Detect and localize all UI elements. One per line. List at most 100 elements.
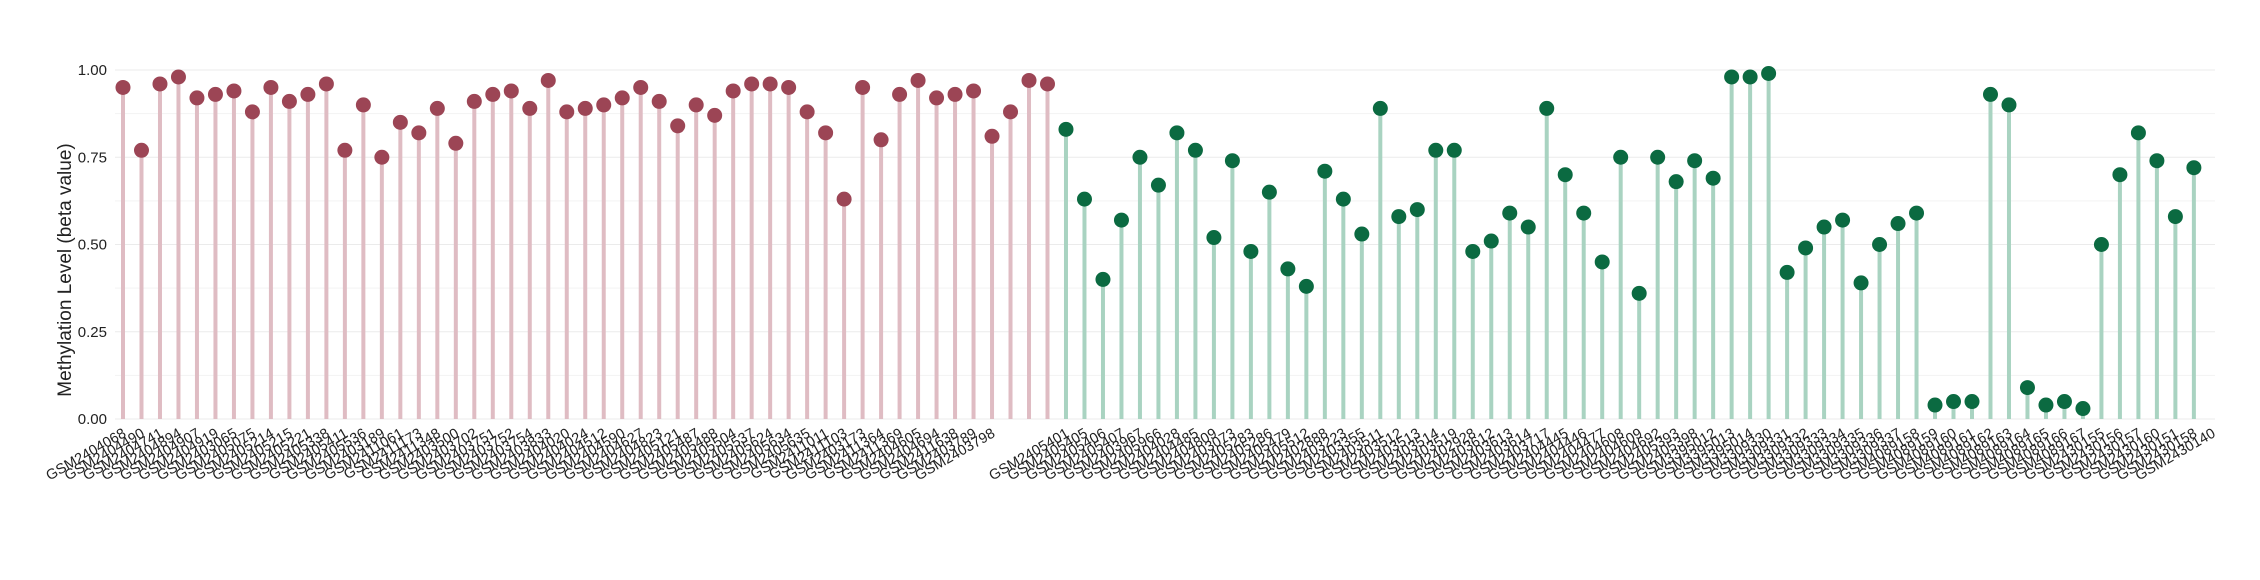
lollipop-point bbox=[799, 104, 815, 120]
lollipop-point bbox=[1631, 285, 1647, 301]
lollipop-point bbox=[966, 83, 982, 99]
lollipop-point bbox=[1446, 142, 1462, 158]
lollipop-point bbox=[1798, 240, 1814, 256]
lollipop-point bbox=[1372, 100, 1388, 116]
lollipop-point bbox=[2075, 401, 2091, 417]
lollipop-point bbox=[115, 79, 131, 95]
lollipop-point bbox=[1502, 205, 1518, 221]
lollipop-point bbox=[633, 79, 649, 95]
lollipop-point bbox=[1982, 86, 1998, 102]
lollipop-point bbox=[1317, 163, 1333, 179]
lollipop-point bbox=[189, 90, 205, 106]
lollipop-point bbox=[429, 100, 445, 116]
y-tick-label: 0.00 bbox=[78, 411, 107, 428]
lollipop-point bbox=[1594, 254, 1610, 270]
lollipop-point bbox=[781, 79, 797, 95]
lollipop-point bbox=[984, 128, 1000, 144]
lollipop-point bbox=[1465, 243, 1481, 259]
lollipop-point bbox=[244, 104, 260, 120]
lollipop-point bbox=[1298, 278, 1314, 294]
lollipop-point bbox=[910, 72, 926, 88]
y-axis-label: Methylation Level (beta value) bbox=[55, 143, 76, 396]
lollipop-point bbox=[1539, 100, 1555, 116]
y-tick-label: 0.50 bbox=[78, 237, 107, 254]
lollipop-point bbox=[318, 76, 334, 92]
lollipop-point bbox=[392, 114, 408, 130]
lollipop-point bbox=[152, 76, 168, 92]
lollipop-point bbox=[337, 142, 353, 158]
lollipop-point bbox=[485, 86, 501, 102]
lollipop-point bbox=[1243, 243, 1259, 259]
lollipop-point bbox=[762, 76, 778, 92]
lollipop-point bbox=[1354, 226, 1370, 242]
lollipop-point bbox=[2149, 153, 2165, 169]
lollipop-point bbox=[1003, 104, 1019, 120]
lollipop-point bbox=[1428, 142, 1444, 158]
lollipop-point bbox=[1890, 216, 1906, 232]
lollipop-point bbox=[2167, 209, 2183, 225]
lollipop-point bbox=[1705, 170, 1721, 186]
lollipop-point bbox=[1280, 261, 1296, 277]
lollipop-point bbox=[2001, 97, 2017, 113]
lollipop-point bbox=[1779, 264, 1795, 280]
lollipop-point bbox=[1520, 219, 1536, 235]
y-axis-ticks: 0.00 0.25 0.50 0.75 1.00 bbox=[78, 62, 107, 428]
lollipop-point bbox=[929, 90, 945, 106]
lollipop-point bbox=[1853, 275, 1869, 291]
lollipop-point bbox=[1576, 205, 1592, 221]
x-axis-ticks: GSM2404068GSM2404490GSM2404741GSM2404894… bbox=[44, 426, 2219, 485]
lollipop-point bbox=[2038, 397, 2054, 413]
lollipop-point bbox=[1095, 271, 1111, 287]
lollipop-point bbox=[170, 69, 186, 85]
lollipop-point bbox=[1076, 191, 1092, 207]
gridlines bbox=[115, 69, 2215, 420]
lollipop-point bbox=[281, 93, 297, 109]
lollipop-point bbox=[411, 125, 427, 141]
lollipop-point bbox=[818, 125, 834, 141]
lollipop-stems bbox=[121, 73, 2196, 419]
lollipop-point bbox=[1261, 184, 1277, 200]
lollipop-point bbox=[540, 72, 556, 88]
y-tick-label: 1.00 bbox=[78, 62, 107, 79]
lollipop-point bbox=[503, 83, 519, 99]
lollipop-point bbox=[1409, 202, 1425, 218]
lollipop-point bbox=[1021, 72, 1037, 88]
lollipop-point bbox=[374, 149, 390, 165]
lollipop-point bbox=[1335, 191, 1351, 207]
lollipop-point bbox=[1668, 174, 1684, 190]
lollipop-point bbox=[651, 93, 667, 109]
lollipop-point bbox=[1187, 142, 1203, 158]
lollipop-point bbox=[2019, 380, 2035, 396]
lollipop-point bbox=[1040, 76, 1055, 92]
lollipop-point bbox=[2186, 160, 2202, 176]
lollipop-point bbox=[707, 107, 723, 123]
lollipop-point bbox=[947, 86, 963, 102]
lollipop-point bbox=[1650, 149, 1666, 165]
lollipop-point bbox=[2130, 125, 2146, 141]
lollipop-point bbox=[1761, 65, 1777, 81]
lollipop-point bbox=[1724, 69, 1740, 85]
lollipop-point bbox=[614, 90, 630, 106]
lollipop-point bbox=[2056, 394, 2072, 410]
lollipop-point bbox=[1206, 230, 1222, 246]
y-tick-label: 0.75 bbox=[78, 149, 107, 166]
lollipop-point bbox=[207, 86, 223, 102]
lollipop-point bbox=[1132, 149, 1148, 165]
lollipop-point bbox=[1872, 237, 1888, 252]
lollipop-point bbox=[1557, 167, 1573, 183]
lollipop-point bbox=[1483, 233, 1499, 249]
lollipop-point bbox=[1224, 153, 1240, 169]
lollipop-point bbox=[688, 97, 704, 113]
lollipop-point bbox=[1613, 149, 1629, 165]
lollipop-point bbox=[1742, 69, 1758, 85]
lollipop-point bbox=[725, 83, 741, 99]
y-tick-label: 0.25 bbox=[78, 324, 107, 341]
lollipop-point bbox=[2112, 167, 2128, 183]
lollipop-point bbox=[596, 97, 612, 113]
lollipop-point bbox=[670, 118, 686, 134]
lollipop-point bbox=[744, 76, 760, 92]
lollipop-point bbox=[1391, 209, 1407, 225]
lollipop-point bbox=[1909, 205, 1925, 221]
lollipop-point bbox=[892, 86, 908, 102]
lollipop-point bbox=[1687, 153, 1703, 169]
